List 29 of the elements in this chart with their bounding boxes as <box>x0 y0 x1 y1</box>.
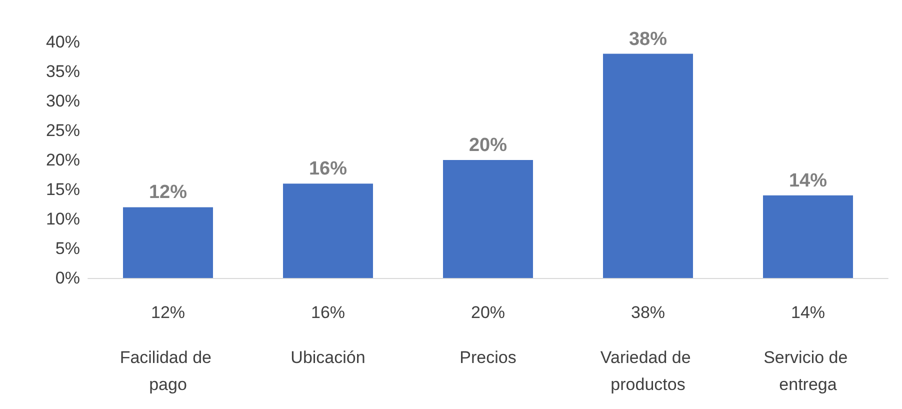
x-tick-label: Facilidad de pago <box>120 348 216 394</box>
y-tick-label: 0% <box>55 268 80 288</box>
text: 16% <box>308 158 348 180</box>
bar <box>603 54 693 278</box>
y-tick-label: 40% <box>46 32 80 52</box>
bar <box>443 160 533 278</box>
y-tick-label: 15% <box>46 180 80 199</box>
text: 14% <box>788 170 828 192</box>
text: 38% <box>628 28 668 50</box>
bar <box>283 184 373 278</box>
y-tick-label: 25% <box>46 121 80 140</box>
text: 12% <box>148 182 188 204</box>
y-tick-label: 10% <box>46 210 80 228</box>
bar <box>763 195 853 278</box>
x-tick-label: Servicio de entrega <box>764 348 852 394</box>
y-tick-label: 5% <box>55 239 80 258</box>
data-label: 14% <box>790 303 826 322</box>
x-tick-label: Precios <box>460 348 516 367</box>
data-label: 20% <box>470 303 506 322</box>
y-tick-label: 20% <box>46 150 80 170</box>
data-label: 12% <box>150 303 186 322</box>
data-label: 16% <box>310 303 346 322</box>
text: 20% <box>468 135 508 156</box>
y-tick-label: 35% <box>46 62 80 81</box>
y-tick-label: 30% <box>46 92 80 110</box>
bar <box>123 207 213 278</box>
x-tick-label: Variedad de productos <box>600 348 696 394</box>
x-tick-label: Ubicación <box>290 348 366 367</box>
data-label: 38% <box>630 303 666 322</box>
